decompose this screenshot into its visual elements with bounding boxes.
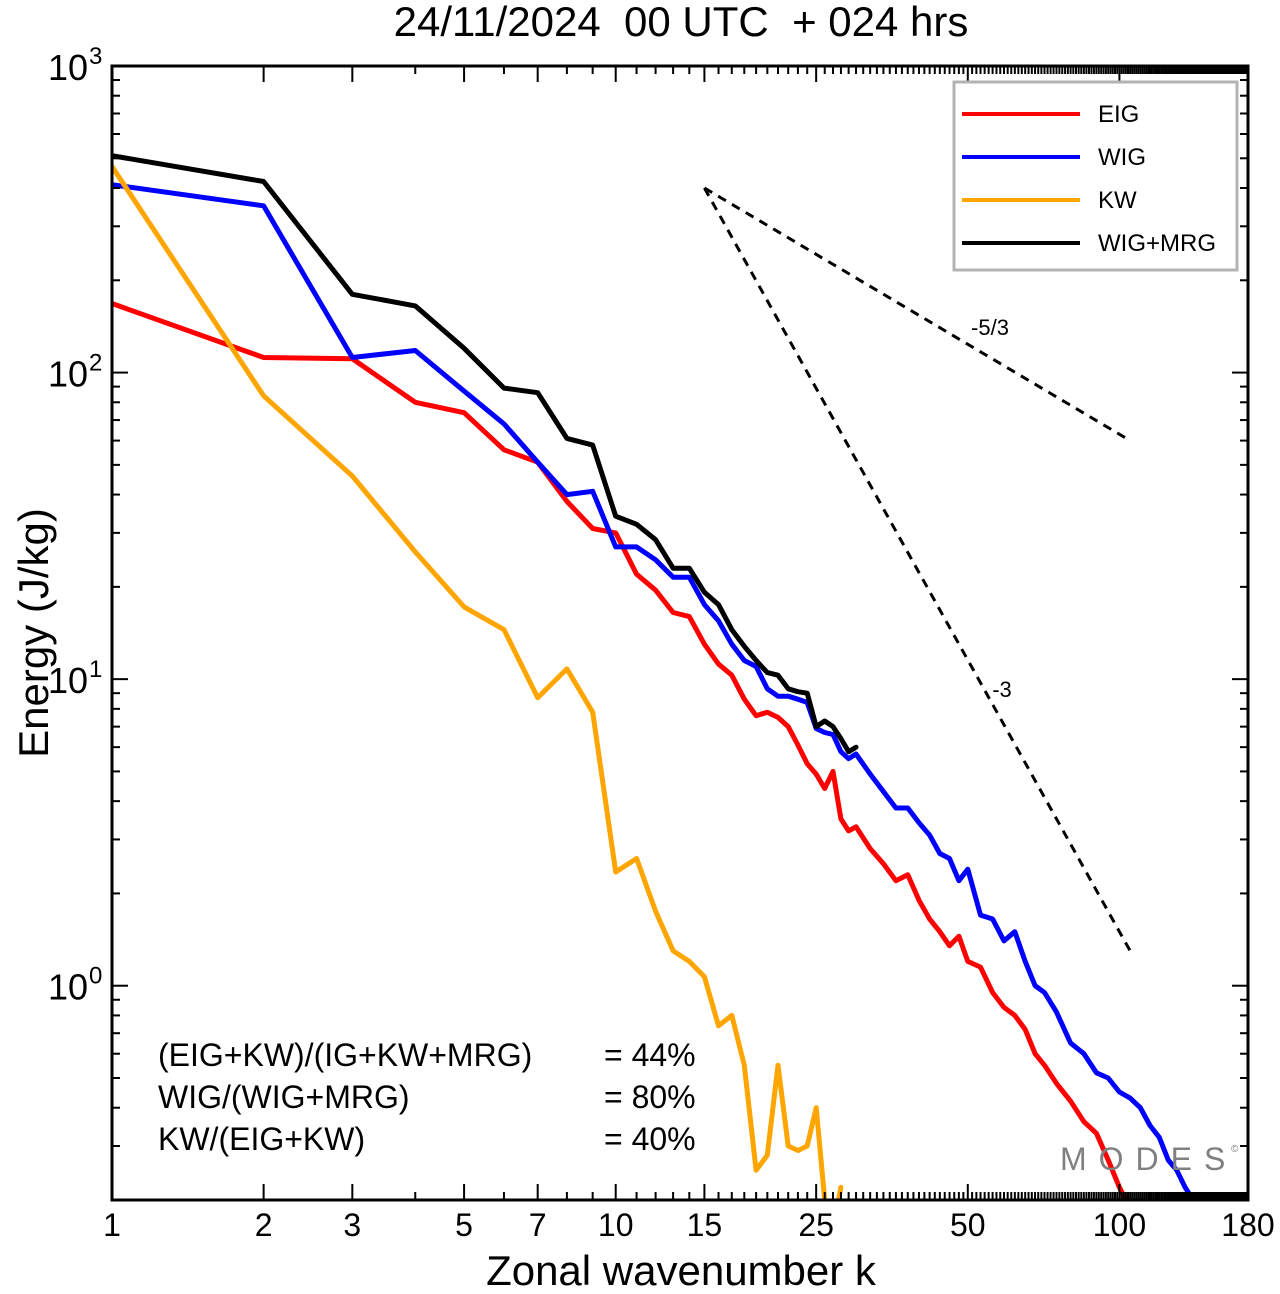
legend-label: WIG [1098,144,1146,171]
x-tick-label: 3 [343,1207,361,1243]
x-tick-label: 1 [103,1207,121,1243]
ratio-annotation-label: (EIG+KW)/(IG+KW+MRG) [158,1037,532,1073]
y-tick-exponent: 3 [89,43,102,70]
x-tick-label: 10 [598,1207,634,1243]
watermark-copyright: © [1231,1144,1239,1155]
plot-frame [110,64,1250,1202]
y-tick-label: 10 [48,660,88,701]
series-line-wig-mrg [112,153,859,755]
x-tick-label: 50 [950,1207,986,1243]
legend-label: KW [1098,187,1137,214]
y-tick-label: 10 [48,354,88,395]
x-tick-label: 100 [1093,1207,1146,1243]
series-line-kw [112,164,844,1200]
y-tick-label: 10 [48,967,88,1008]
x-tick-label: 7 [529,1207,547,1243]
ratio-annotation-label: KW/(EIG+KW) [158,1121,365,1157]
ratio-annotation-value: = 80% [604,1079,696,1115]
legend-label: WIG+MRG [1098,230,1216,257]
reference-line [703,186,1131,442]
x-tick-label: 25 [798,1207,834,1243]
x-tick-label: 15 [687,1207,723,1243]
x-tick-label: 2 [255,1207,273,1243]
legend: EIG WIG KW WIG+MRG [952,80,1239,272]
reference-slope-label: -3 [992,677,1012,702]
reference-line [703,187,1132,952]
watermark: MODES [1060,1141,1237,1177]
reference-slope-lines [703,186,1132,952]
y-tick-exponent: 1 [89,656,102,683]
series-line-wig [112,182,1196,1200]
ratio-annotation-value: = 44% [604,1037,696,1073]
series-lines [112,153,1196,1200]
legend-label: EIG [1098,101,1139,128]
x-axis-label: Zonal wavenumber k [486,1247,877,1294]
x-tick-labels: 1 2 3 5 7 10 15 25 50 100 180 [103,1207,1275,1243]
ratio-annotations: (EIG+KW)/(IG+KW+MRG) = 44% WIG/(WIG+MRG) = … [158,1037,696,1157]
axis-ticks [111,65,1249,1201]
x-tick-label: 5 [455,1207,473,1243]
reference-slope-labels: -5/3 -3 [971,315,1012,702]
y-tick-label: 10 [48,47,88,88]
chart-title: 24/11/2024 00 UTC + 024 hrs [394,0,969,45]
ratio-annotation-label: WIG/(WIG+MRG) [158,1079,410,1115]
y-tick-exponent: 0 [89,963,102,990]
reference-slope-label: -5/3 [971,315,1009,340]
y-axis-label: Energy (J/kg) [10,508,57,758]
x-tick-label: 180 [1221,1207,1274,1243]
y-tick-exponent: 2 [89,350,102,377]
ratio-annotation-value: = 40% [604,1121,696,1157]
